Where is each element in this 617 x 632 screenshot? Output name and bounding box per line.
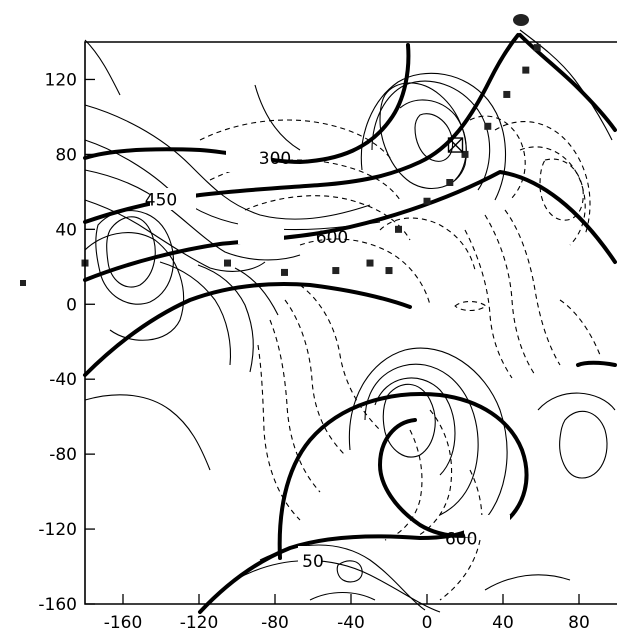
contour-label: 50 [302, 552, 324, 572]
contour-label: 300 [259, 149, 291, 169]
y-tick-label: -120 [38, 520, 77, 540]
contour-label: 600 [445, 529, 477, 549]
solid-contours [84, 29, 616, 613]
y-tick-label: 80 [55, 145, 77, 165]
station-marker [484, 122, 492, 130]
x-tick-label: 0 [422, 613, 433, 632]
station-marker [461, 150, 469, 158]
outside-markers [20, 14, 529, 286]
station-marker [522, 66, 530, 74]
x-tick-label: 40 [492, 613, 514, 632]
station-marker [395, 225, 402, 233]
x-tick-label: -80 [261, 613, 289, 632]
station-marker [366, 259, 374, 267]
x-tick-label: -40 [337, 613, 365, 632]
contour-label: 450 [145, 190, 177, 210]
x-tick-label: -120 [180, 613, 219, 632]
contour-label-backs [150, 150, 510, 568]
station-marker [503, 90, 511, 98]
station-marker [446, 179, 454, 186]
station-marker [332, 267, 340, 275]
x-tick-label: 80 [568, 613, 590, 632]
x-axis: -160 -120 -80 -40 0 40 80 [104, 594, 590, 632]
station-marker [533, 44, 541, 52]
station-marker [385, 267, 393, 275]
plot-frame [84, 41, 617, 605]
y-axis: -160 -120 -80 -40 0 40 80 120 [38, 70, 95, 615]
y-tick-label: -160 [38, 595, 77, 615]
y-tick-label: 120 [45, 70, 77, 90]
y-tick-label: 0 [66, 295, 77, 315]
boxed-station-cross [448, 137, 463, 153]
y-tick-label: 40 [55, 220, 77, 240]
thick-contours [83, 33, 617, 614]
station-marker [281, 268, 288, 276]
station-markers [81, 44, 541, 276]
dashed-contours [199, 115, 601, 601]
y-tick-label: -40 [49, 370, 77, 390]
contour-labels: 300 450 600 600 50 [145, 149, 478, 572]
boxed-station-marker [447, 137, 464, 153]
station-marker [224, 259, 231, 267]
y-tick-label: -80 [49, 445, 77, 465]
x-tick-label: -160 [104, 613, 143, 632]
station-marker [423, 197, 431, 205]
contour-label: 600 [316, 228, 348, 248]
